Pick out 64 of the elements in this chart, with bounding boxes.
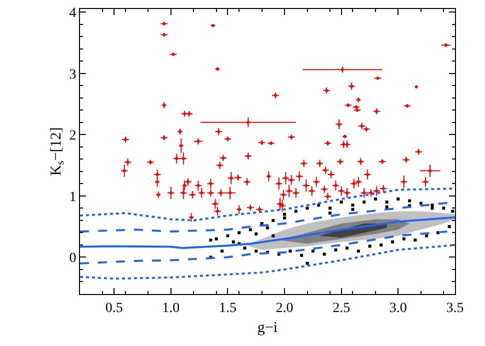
point: [300, 254, 304, 257]
point: [283, 216, 286, 220]
point: [209, 238, 212, 242]
x-tick-label: 3.0: [389, 300, 407, 316]
point: [356, 250, 360, 253]
point: [414, 238, 417, 242]
point: [328, 206, 332, 210]
point: [396, 198, 400, 200]
point: [266, 226, 269, 230]
point: [451, 210, 454, 213]
x-tick-label: 2.0: [276, 300, 294, 316]
point: [272, 218, 275, 222]
point: [306, 206, 309, 210]
point: [272, 234, 275, 238]
point: [442, 206, 446, 210]
line-series: [80, 244, 455, 280]
point: [448, 225, 451, 228]
x-tick-label: 1.0: [162, 300, 180, 316]
line-series: [80, 188, 455, 222]
point: [425, 234, 428, 238]
point: [294, 210, 298, 213]
point: [328, 212, 332, 215]
point: [220, 250, 224, 253]
point: [430, 206, 434, 210]
x-tick-label: 3.5: [446, 300, 464, 316]
point: [362, 200, 366, 204]
point: [238, 231, 241, 234]
point: [340, 200, 343, 204]
point: [368, 244, 372, 248]
point: [288, 250, 292, 253]
point: [380, 243, 383, 246]
point: [317, 204, 320, 207]
point: [311, 250, 314, 253]
point: [283, 212, 286, 216]
y-tick-label: 4: [69, 6, 76, 21]
y-tick-label: 0: [69, 251, 76, 266]
point: [385, 205, 388, 208]
point: [248, 228, 252, 232]
x-axis-title: g−i: [257, 320, 278, 336]
point: [402, 237, 406, 240]
point: [322, 252, 326, 256]
point: [226, 234, 230, 238]
y-tick-label: 2: [69, 128, 76, 144]
x-tick-label: 0.5: [105, 300, 123, 316]
point: [243, 246, 246, 250]
point: [214, 237, 218, 240]
point: [254, 250, 258, 253]
y-tick-label: 3: [69, 67, 76, 82]
point: [306, 262, 309, 265]
point: [346, 246, 349, 250]
point: [391, 240, 394, 244]
x-tick-label: 2.5: [332, 300, 350, 316]
point: [430, 204, 434, 207]
point: [254, 232, 258, 236]
point: [408, 199, 412, 202]
point: [232, 240, 235, 244]
x-tick-label: 1.5: [218, 300, 236, 316]
line-series: [80, 216, 455, 250]
y-tick-label: 1: [69, 190, 76, 205]
point: [351, 204, 354, 207]
point: [351, 208, 354, 211]
point: [334, 248, 338, 252]
point: [385, 200, 388, 204]
point: [374, 198, 377, 200]
